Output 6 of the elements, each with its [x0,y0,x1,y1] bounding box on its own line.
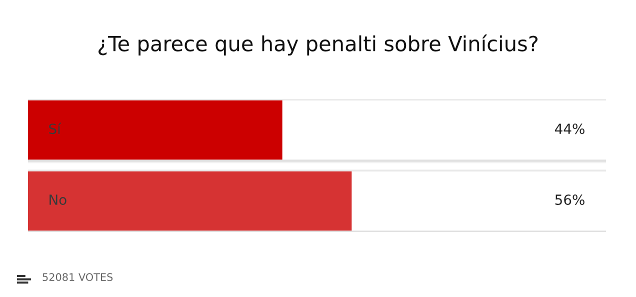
data-label: 44% [555,124,584,134]
text: 52081 VOTES [42,273,113,282]
y-tick-label: No [50,194,66,205]
data-label: 56% [555,194,584,205]
y-tick-label: Sí [49,122,62,134]
chart-title: ¿Te parece que hay penalti sobre Vinícius? [98,34,538,56]
